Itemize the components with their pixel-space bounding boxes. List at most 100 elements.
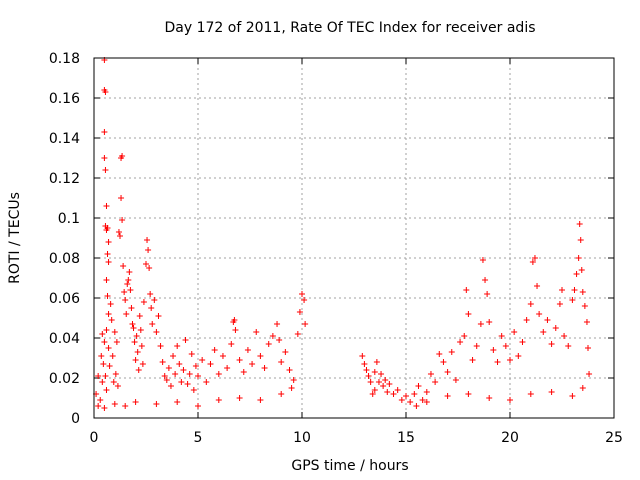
y-tick-label: 0.06 [49, 291, 80, 307]
data-point [125, 277, 132, 283]
data-point [172, 371, 179, 377]
data-point [106, 363, 113, 369]
data-point [479, 257, 486, 263]
data-point [519, 339, 526, 345]
data-point [132, 357, 139, 363]
grid-lines [94, 58, 614, 418]
data-point [232, 327, 239, 333]
data-point [301, 297, 308, 303]
data-point [139, 361, 146, 367]
data-point [411, 391, 418, 397]
y-tick-label: 0.16 [49, 91, 80, 107]
data-point [261, 365, 268, 371]
data-point [278, 391, 285, 397]
data-point [170, 353, 177, 359]
data-point [529, 259, 536, 265]
data-points [93, 57, 593, 411]
data-point [577, 237, 584, 243]
data-point [195, 373, 201, 379]
data-point [192, 363, 199, 369]
data-point [143, 261, 149, 267]
data-point [111, 329, 118, 335]
data-point [423, 389, 430, 395]
data-point [363, 367, 370, 373]
data-point [548, 341, 555, 347]
data-point [386, 381, 393, 387]
data-point [403, 393, 409, 399]
data-point [302, 321, 309, 327]
data-point [373, 359, 380, 365]
data-point [427, 371, 434, 377]
data-point [144, 237, 151, 243]
data-point [111, 401, 118, 407]
data-point [159, 359, 166, 365]
data-point [137, 327, 144, 333]
y-axis-label: ROTI / TECUs [7, 192, 23, 284]
data-point [182, 337, 189, 343]
data-point [207, 361, 214, 367]
data-point [133, 333, 140, 339]
data-point [145, 247, 152, 253]
data-point [378, 371, 385, 377]
data-point [548, 389, 555, 395]
data-point [257, 397, 264, 403]
data-point [190, 387, 197, 393]
data-point [565, 343, 572, 349]
data-point [135, 367, 142, 373]
x-tick-label: 5 [194, 430, 203, 446]
data-point [174, 399, 181, 405]
data-point [115, 229, 122, 235]
data-point [119, 217, 126, 223]
data-point [95, 403, 102, 409]
x-tick-label: 20 [501, 430, 519, 446]
data-point [138, 343, 145, 349]
data-point [507, 357, 513, 363]
data-point [188, 351, 195, 357]
data-point [97, 397, 104, 403]
data-point [253, 329, 260, 335]
data-point [398, 397, 405, 403]
data-point [114, 383, 121, 389]
x-tick-label: 0 [90, 430, 99, 446]
data-point [102, 89, 109, 95]
data-point [102, 373, 109, 379]
data-point [123, 311, 130, 317]
data-point [432, 379, 439, 385]
data-point [236, 357, 243, 363]
data-point [203, 379, 210, 385]
data-point [130, 325, 137, 331]
data-point [465, 311, 472, 317]
data-point [215, 371, 222, 377]
data-point [586, 371, 593, 377]
data-point [540, 329, 547, 335]
x-axis-label: GPS time / hours [291, 458, 408, 474]
data-point [461, 333, 468, 339]
data-point [296, 309, 303, 315]
data-point [394, 387, 401, 393]
y-tick-label: 0.1 [58, 211, 80, 227]
data-point [365, 373, 372, 379]
data-point [419, 397, 426, 403]
data-point [153, 329, 160, 335]
data-point [444, 393, 451, 399]
x-tick-label: 25 [605, 430, 623, 446]
data-point [578, 267, 585, 273]
data-point [294, 331, 301, 337]
data-point [112, 371, 119, 377]
data-point [146, 265, 153, 271]
data-point [536, 311, 543, 317]
data-point [380, 383, 387, 389]
data-point [486, 395, 493, 401]
data-point [579, 289, 586, 295]
data-point [583, 319, 590, 325]
x-tick-label: 10 [293, 430, 311, 446]
data-point [531, 255, 538, 261]
data-point [199, 357, 206, 363]
data-point [109, 353, 116, 359]
data-point [490, 347, 497, 353]
data-point [140, 299, 147, 305]
data-point [147, 291, 154, 297]
data-point [117, 233, 123, 239]
data-point [134, 349, 141, 355]
